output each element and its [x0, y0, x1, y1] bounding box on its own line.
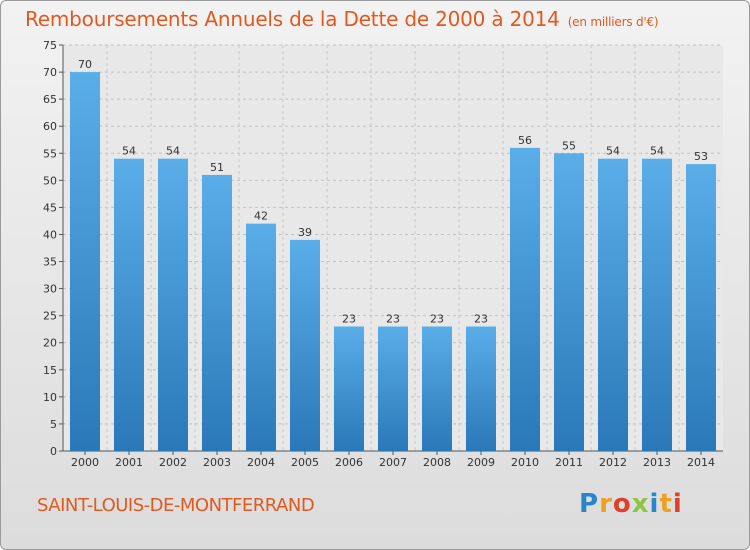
y-tick-label: 55	[43, 147, 57, 160]
bar-value-label: 53	[694, 150, 708, 163]
x-tick-label: 2014	[687, 456, 715, 469]
x-tick-label: 2011	[555, 456, 583, 469]
bar	[422, 326, 452, 451]
y-tick-label: 0	[50, 445, 57, 458]
y-tick-label: 45	[43, 201, 57, 214]
bar	[378, 326, 408, 451]
y-tick-label: 70	[43, 66, 57, 79]
bar-value-label: 23	[386, 312, 400, 325]
bar	[466, 326, 496, 451]
x-tick-label: 2002	[159, 456, 187, 469]
bar	[158, 158, 188, 451]
bar-value-label: 42	[254, 210, 268, 223]
y-tick-label: 30	[43, 283, 57, 296]
chart-title-unit: (en milliers d'€)	[567, 15, 659, 29]
y-tick-label: 10	[43, 391, 57, 404]
y-tick-label: 50	[43, 174, 57, 187]
y-tick-label: 60	[43, 120, 57, 133]
x-tick-label: 2008	[423, 456, 451, 469]
bar	[290, 239, 320, 451]
bar	[510, 147, 540, 451]
x-tick-label: 2010	[511, 456, 539, 469]
y-tick-label: 20	[43, 337, 57, 350]
bar-value-label: 54	[166, 145, 180, 158]
bar	[334, 326, 364, 451]
bar	[114, 158, 144, 451]
y-tick-label: 35	[43, 256, 57, 269]
x-tick-label: 2000	[71, 456, 99, 469]
x-tick-label: 2012	[599, 456, 627, 469]
bar-value-label: 55	[562, 139, 576, 152]
logo-letter: r	[599, 489, 613, 519]
chart-title-main: Remboursements Annuels de la Dette de 20…	[25, 7, 560, 31]
logo-letter: i	[672, 489, 683, 519]
bar	[598, 158, 628, 451]
bar-value-label: 23	[430, 312, 444, 325]
y-tick-label: 15	[43, 364, 57, 377]
bar	[202, 174, 232, 452]
bar-value-label: 23	[474, 312, 488, 325]
chart-title: Remboursements Annuels de la Dette de 20…	[25, 7, 659, 31]
bar-value-label: 39	[298, 226, 312, 239]
bar	[642, 158, 672, 451]
x-tick-label: 2007	[379, 456, 407, 469]
bar-value-label: 54	[606, 145, 620, 158]
y-tick-label: 25	[43, 310, 57, 323]
proxiti-logo: Proxiti	[579, 489, 683, 519]
logo-letter: o	[612, 489, 632, 519]
y-tick-label: 65	[43, 93, 57, 106]
logo-letter: i	[649, 489, 660, 519]
bar-value-label: 54	[650, 145, 664, 158]
commune-name: SAINT-LOUIS-DE-MONTFERRAND	[37, 495, 315, 516]
bar	[70, 72, 100, 452]
bar-value-label: 54	[122, 145, 136, 158]
bar-value-label: 23	[342, 312, 356, 325]
logo-letter: t	[659, 489, 673, 519]
x-tick-label: 2005	[291, 456, 319, 469]
x-tick-label: 2006	[335, 456, 363, 469]
bar	[554, 153, 584, 451]
bar-value-label: 51	[210, 161, 224, 174]
bar-value-label: 70	[78, 58, 92, 71]
y-tick-label: 40	[43, 228, 57, 241]
bar	[686, 164, 716, 452]
x-tick-label: 2013	[643, 456, 671, 469]
y-tick-label: 5	[50, 418, 57, 431]
y-tick-label: 75	[43, 39, 57, 52]
x-tick-label: 2009	[467, 456, 495, 469]
logo-letter: P	[579, 489, 600, 519]
bar-value-label: 56	[518, 134, 532, 147]
x-tick-label: 2004	[247, 456, 275, 469]
x-tick-label: 2003	[203, 456, 231, 469]
x-tick-label: 2001	[115, 456, 143, 469]
logo-letter: x	[631, 489, 650, 519]
bar	[246, 223, 276, 451]
